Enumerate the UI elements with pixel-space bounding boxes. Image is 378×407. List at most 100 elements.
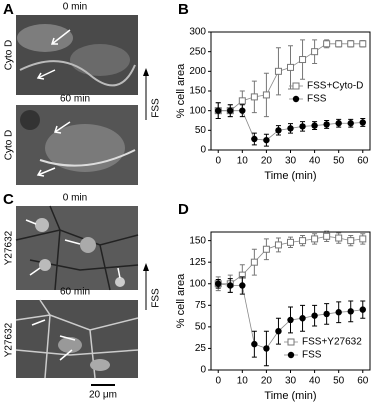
y-tick-label: 75 <box>195 300 207 311</box>
panel-label: C <box>3 191 14 208</box>
y-tick-label: 250 <box>189 46 206 57</box>
x-tick-label: 60 <box>357 376 369 387</box>
marker <box>299 237 307 245</box>
marker <box>311 48 319 56</box>
y-axis-label: % cell area <box>175 63 187 118</box>
marker <box>287 63 294 71</box>
marker <box>347 120 354 127</box>
image-time: 60 min <box>60 94 90 105</box>
marker <box>251 135 258 143</box>
image-treatment: Cyto D <box>4 40 15 71</box>
marker <box>359 235 367 243</box>
y-tick-label: 0 <box>200 145 206 156</box>
marker <box>323 232 331 240</box>
marker <box>335 309 342 316</box>
image-time: 0 min <box>63 193 87 204</box>
marker <box>299 315 306 322</box>
marker <box>335 120 342 127</box>
marker <box>359 306 366 313</box>
legend-label: FSS <box>307 94 327 105</box>
marker <box>299 56 307 64</box>
micrograph <box>15 205 139 291</box>
marker <box>347 237 355 245</box>
marker <box>239 282 246 289</box>
flow-arrow <box>143 68 149 120</box>
y-tick-label: 0 <box>200 365 206 376</box>
y-tick-label: 50 <box>195 125 207 136</box>
marker <box>359 40 367 48</box>
y-tick-label: 200 <box>189 66 206 77</box>
y-tick-label: 25 <box>195 343 207 354</box>
marker <box>274 67 282 75</box>
marker <box>250 93 258 101</box>
legend-label: FSS+Y27632 <box>302 337 362 348</box>
image-time: 60 min <box>60 287 90 298</box>
legend-label: FSS <box>302 350 322 361</box>
micrograph <box>16 15 138 95</box>
marker <box>215 280 222 287</box>
x-tick-label: 10 <box>237 376 249 387</box>
x-tick-label: 0 <box>215 376 221 387</box>
y-tick-label: 50 <box>195 322 207 333</box>
x-tick-label: 30 <box>285 376 297 387</box>
x-tick-label: 30 <box>285 156 297 167</box>
marker <box>262 91 270 99</box>
marker <box>359 119 366 126</box>
y-axis-label: % cell area <box>175 273 187 328</box>
marker <box>311 312 318 319</box>
image-time: 0 min <box>63 2 87 13</box>
marker <box>311 235 319 243</box>
marker <box>335 40 343 48</box>
marker <box>250 258 258 266</box>
legend-marker <box>287 351 295 359</box>
micrograph <box>15 299 139 379</box>
marker <box>263 136 270 144</box>
marker <box>323 310 330 318</box>
marker <box>347 40 355 48</box>
y-tick-label: 100 <box>189 105 206 116</box>
y-tick-label: 100 <box>189 278 206 289</box>
marker <box>239 107 246 114</box>
marker <box>335 234 343 242</box>
x-axis-label: Time (min) <box>264 170 316 182</box>
x-tick-label: 50 <box>333 156 345 167</box>
marker <box>287 238 294 246</box>
marker <box>238 97 246 105</box>
marker <box>347 308 354 315</box>
y-tick-label: 150 <box>189 86 206 97</box>
scale-bar-label: 20 μm <box>89 390 117 401</box>
y-tick-label: 150 <box>189 235 206 246</box>
x-tick-label: 60 <box>357 156 369 167</box>
plot-frame <box>210 231 371 371</box>
y-tick-label: 125 <box>189 257 206 268</box>
marker <box>227 282 234 289</box>
x-tick-label: 10 <box>237 156 249 167</box>
image-treatment: Y27632 <box>4 230 15 265</box>
panel-label: D <box>178 201 189 218</box>
x-axis-label: Time (min) <box>264 390 316 402</box>
marker <box>251 340 258 348</box>
marker <box>215 107 222 114</box>
x-tick-label: 40 <box>309 156 321 167</box>
flow-label: FSS <box>151 288 162 308</box>
marker <box>323 40 331 48</box>
marker <box>275 327 282 335</box>
x-tick-label: 0 <box>215 156 221 167</box>
marker <box>262 245 270 253</box>
marker <box>287 125 294 132</box>
marker <box>299 123 306 130</box>
legend-marker <box>292 95 300 103</box>
legend-label: FSS+Cyto-D <box>307 81 363 92</box>
marker <box>287 316 294 324</box>
flow-label: FSS <box>151 98 162 118</box>
x-tick-label: 20 <box>261 156 273 167</box>
y-tick-label: 300 <box>189 27 206 38</box>
marker <box>227 107 234 114</box>
marker <box>263 345 270 352</box>
marker <box>311 122 318 129</box>
legend-marker <box>287 338 295 346</box>
image-treatment: Cyto D <box>4 130 15 161</box>
flow-arrow <box>143 263 149 310</box>
image-treatment: Y27632 <box>4 322 15 357</box>
